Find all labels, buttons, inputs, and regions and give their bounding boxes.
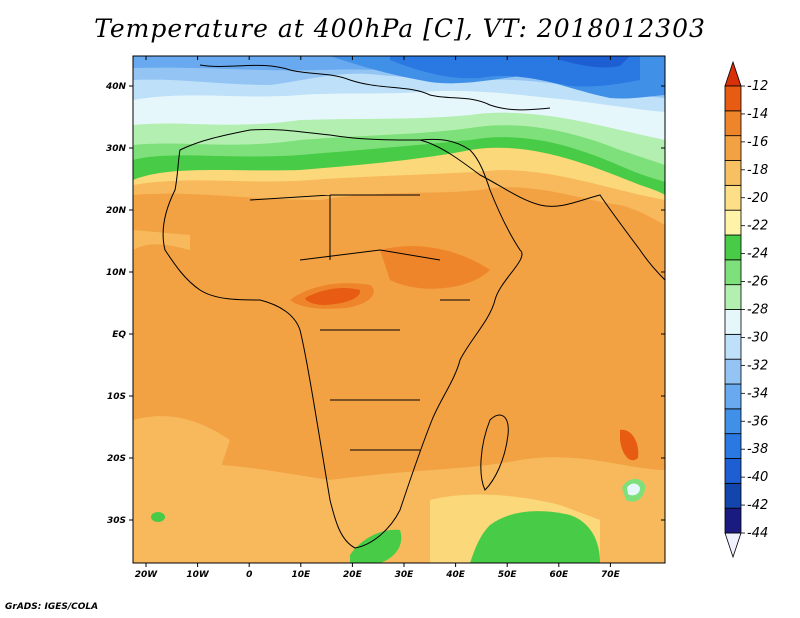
lon-tick-label: 20W — [135, 570, 159, 580]
colorbar-swatch — [724, 309, 742, 335]
colorbar-label: -42 — [747, 498, 768, 513]
lon-tick-label: 70E — [601, 570, 621, 580]
field-southwest-light — [133, 416, 230, 470]
europe-coast — [199, 64, 551, 111]
colorbar-label: -26 — [747, 275, 768, 290]
lat-tick-label: 10S — [107, 392, 126, 402]
colorbar-swatch — [724, 184, 742, 211]
grads-credit: GrADS: IGES/COLA — [5, 602, 99, 612]
colorbar-label: -14 — [747, 107, 768, 122]
colorbar-label: -22 — [747, 219, 768, 234]
lon-tick-label: 0 — [246, 570, 252, 580]
colorbar: -12 -14 -16 -18 -20 -22 -24 -26 -28 -30 -32 -34 -36 -… — [724, 60, 768, 559]
lat-tick-label: 20S — [107, 454, 126, 464]
lat-tick-label: 40N — [105, 82, 127, 92]
colorbar-swatch — [724, 433, 742, 459]
colorbar-label: -12 — [747, 79, 768, 94]
madagascar-coast — [480, 414, 509, 491]
longitude-axis: 20W 10W 0 10E 20E 30E 40E 50E 60E 70E — [135, 56, 621, 580]
lat-tick-label: 20N — [106, 206, 127, 216]
field-south-green-blob — [470, 511, 600, 563]
colorbar-label: -18 — [747, 163, 768, 178]
colorbar-label: -44 — [747, 526, 768, 541]
colorbar-swatch — [724, 85, 742, 112]
colorbar-label: -40 — [747, 470, 768, 485]
field-west-patch — [133, 230, 190, 250]
lon-tick-label: 20E — [343, 570, 363, 580]
colorbar-label: -30 — [747, 330, 768, 345]
field-hot-spot — [305, 287, 361, 305]
lat-tick-label: 30N — [106, 144, 127, 154]
lon-tick-label: 50E — [498, 570, 518, 580]
colorbar-swatch — [724, 284, 742, 310]
colorbar-swatch — [724, 160, 742, 186]
colorbar-swatch — [724, 135, 742, 161]
lat-tick-label: 10N — [106, 268, 127, 278]
colorbar-swatch — [724, 110, 742, 137]
field-pale-spot-east — [627, 483, 640, 496]
colorbar-swatch — [724, 458, 742, 484]
country-borders — [249, 194, 470, 451]
colorbar-swatch — [724, 507, 742, 534]
colorbar-bottom-triangle — [724, 532, 742, 559]
field-cape-green — [350, 529, 402, 563]
latitude-axis: 40N 30N 20N 10N EQ 10S 20S 30S — [105, 82, 665, 526]
colorbar-swatch — [724, 482, 742, 509]
colorbar-label: -34 — [747, 386, 768, 401]
colorbar-label: -38 — [747, 442, 768, 457]
field-green-spot-west — [151, 512, 165, 522]
colorbar-swatch — [724, 358, 742, 385]
colorbar-label: -24 — [747, 247, 768, 262]
colorbar-label: -28 — [747, 303, 768, 318]
colorbar-swatch — [724, 408, 742, 435]
coastlines — [162, 64, 665, 549]
colorbar-label: -32 — [747, 358, 768, 373]
colorbar-label: -20 — [747, 191, 768, 206]
colorbar-swatch — [724, 383, 742, 410]
colorbar-swatch — [724, 259, 742, 286]
temperature-field — [133, 56, 665, 563]
lon-tick-label: 10W — [186, 570, 210, 580]
colorbar-swatch — [724, 333, 742, 360]
field-horn-hot — [380, 246, 490, 289]
lon-tick-label: 10E — [291, 570, 311, 580]
field-indian-ocean-hot — [620, 429, 639, 461]
colorbar-swatch — [724, 209, 742, 236]
colorbar-top-triangle — [724, 60, 742, 87]
arabia-india-coast — [419, 139, 665, 281]
lon-tick-label: 60E — [549, 570, 569, 580]
colorbar-label: -16 — [747, 135, 768, 150]
map-title: Temperature at 400hPa [C], VT: 201801230… — [94, 14, 706, 43]
plot-frame — [132, 55, 666, 564]
lat-tick-label: EQ — [112, 330, 126, 340]
lon-tick-label: 40E — [445, 570, 466, 580]
field-darkest-blue — [560, 56, 630, 68]
lon-tick-label: 30E — [395, 570, 415, 580]
lat-tick-label: 30S — [107, 516, 126, 526]
colorbar-swatch — [724, 234, 742, 261]
colorbar-label: -36 — [747, 414, 768, 429]
